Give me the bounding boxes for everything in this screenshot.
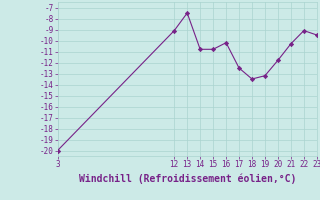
X-axis label: Windchill (Refroidissement éolien,°C): Windchill (Refroidissement éolien,°C) xyxy=(78,173,296,184)
